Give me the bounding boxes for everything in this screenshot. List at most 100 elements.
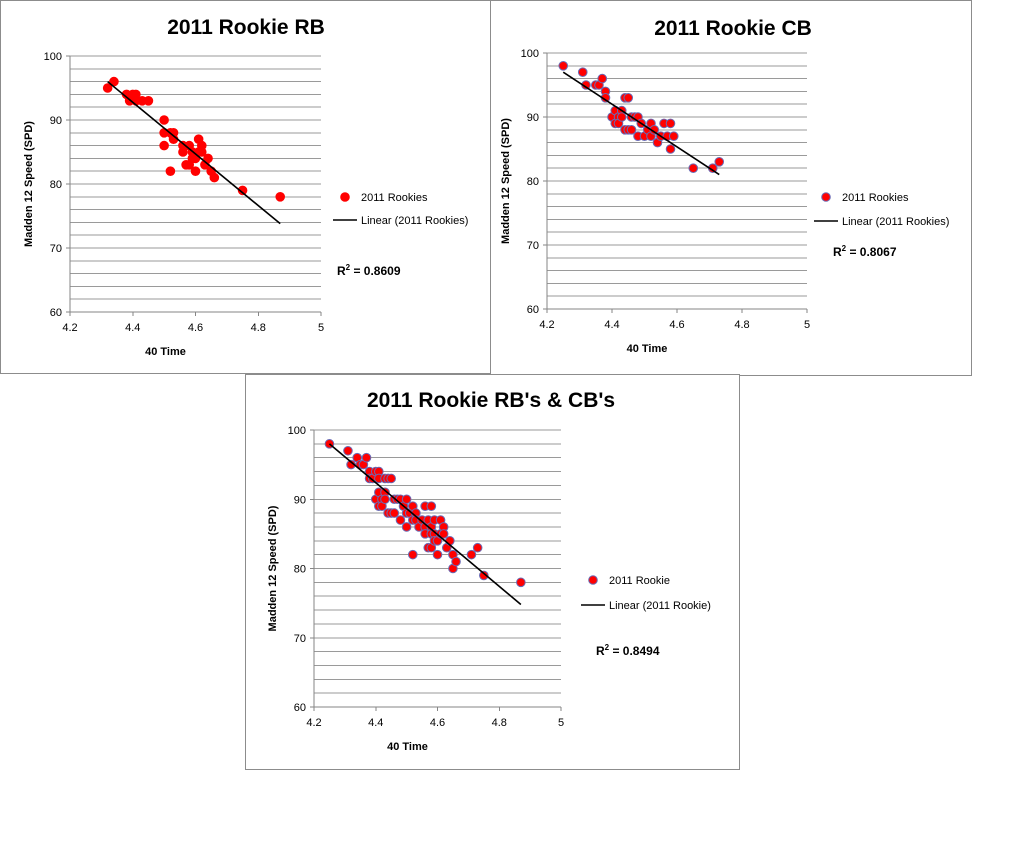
legend-label-points: 2011 Rookie xyxy=(609,575,670,587)
chart-cb: 2011 Rookie CB 60 70 80 90 100 4.2 4.4 4.6 4.8 5 40… xyxy=(500,17,949,355)
y-tick-label: 90 xyxy=(50,115,62,127)
data-point xyxy=(401,522,412,532)
data-point xyxy=(714,157,725,167)
data-point xyxy=(389,508,400,518)
y-tick-label: 70 xyxy=(50,243,62,255)
x-axis-label: 40 Time xyxy=(145,346,186,358)
data-point xyxy=(102,83,113,93)
data-point xyxy=(438,529,449,539)
chart-panel-cb: 2011 Rookie CB 60 70 80 90 100 4.2 4.4 4.6 4.8 5 40… xyxy=(490,0,972,376)
data-point xyxy=(203,153,213,164)
legend-label-points: 2011 Rookies xyxy=(361,192,428,204)
y-tick-label: 60 xyxy=(294,702,306,714)
data-point xyxy=(665,118,676,129)
legend-label-points: 2011 Rookies xyxy=(842,192,909,204)
y-tick-label: 60 xyxy=(527,304,539,316)
chart-title: 2011 Rookie RB's & CB's xyxy=(367,389,615,412)
y-tick-label: 70 xyxy=(294,633,306,645)
data-point xyxy=(688,163,699,173)
y-axis-label: Madden 12 Speed (SPD) xyxy=(267,505,279,631)
chart-title: 2011 Rookie RB xyxy=(167,16,325,39)
gridlines xyxy=(314,429,561,694)
data-point xyxy=(558,61,569,71)
r-squared-label: R2 = 0.8067 xyxy=(833,244,897,259)
x-tick-label: 4.2 xyxy=(539,319,554,331)
data-point xyxy=(395,515,406,525)
y-tick-label: 100 xyxy=(44,51,62,63)
data-point xyxy=(616,112,627,122)
data-point xyxy=(196,147,207,157)
data-point xyxy=(178,147,188,157)
legend-marker xyxy=(588,575,598,585)
data-point xyxy=(445,536,455,546)
data-point xyxy=(479,570,489,581)
chart-title: 2011 Rookie CB xyxy=(654,17,812,40)
chart-combined: 2011 Rookie RB's & CB's 60 70 80 90 100 4.2 4.4… xyxy=(267,389,711,753)
y-tick-label: 60 xyxy=(50,307,62,319)
data-point xyxy=(516,577,526,588)
data-point xyxy=(190,166,201,176)
x-axis-label: 40 Time xyxy=(387,741,428,753)
y-tick-label: 70 xyxy=(527,240,539,252)
data-point xyxy=(426,501,437,511)
data-point xyxy=(159,115,169,125)
data-point xyxy=(577,67,588,77)
data-point xyxy=(432,549,443,560)
x-tick-label: 4.6 xyxy=(430,717,445,729)
legend-marker xyxy=(340,192,350,202)
data-point xyxy=(165,166,176,176)
x-tick-label: 4.6 xyxy=(669,319,684,331)
x-tick-label: 5 xyxy=(318,322,324,334)
data-point xyxy=(343,445,353,456)
gridlines xyxy=(70,55,321,300)
x-tick-label: 4.8 xyxy=(734,319,749,331)
data-point xyxy=(668,131,679,141)
y-tick-label: 90 xyxy=(527,112,539,124)
data-point xyxy=(408,549,418,560)
y-tick-label: 80 xyxy=(527,176,539,188)
legend-label-line: Linear (2011 Rookies) xyxy=(842,216,949,228)
data-point xyxy=(209,172,220,183)
data-point xyxy=(361,452,372,463)
data-points xyxy=(102,76,286,202)
x-tick-label: 4.2 xyxy=(306,717,321,729)
x-tick-label: 4.2 xyxy=(62,322,77,334)
x-axis-label: 40 Time xyxy=(627,343,668,355)
data-point xyxy=(237,185,248,196)
r-squared-label: R2 = 0.8494 xyxy=(596,643,660,658)
data-point xyxy=(159,140,169,151)
x-tick-label: 5 xyxy=(804,319,810,331)
data-point xyxy=(275,192,286,202)
data-point xyxy=(401,494,412,505)
chart-rb: 2011 Rookie RB 60 70 80 90 100 4.2 4.4 4.6 4.8 5 40… xyxy=(23,16,468,358)
y-axis-label: Madden 12 Speed (SPD) xyxy=(500,118,512,244)
y-tick-label: 100 xyxy=(521,48,539,60)
data-point xyxy=(626,125,637,135)
trendline xyxy=(328,443,522,606)
data-point xyxy=(623,93,634,103)
x-tick-label: 5 xyxy=(558,717,564,729)
data-point xyxy=(143,96,154,106)
y-tick-label: 100 xyxy=(288,425,306,437)
trendline xyxy=(562,71,720,176)
trendline xyxy=(107,80,281,225)
data-point xyxy=(665,144,676,154)
data-point xyxy=(380,494,390,505)
legend-label-line: Linear (2011 Rookies) xyxy=(361,215,468,227)
data-point xyxy=(451,556,461,567)
data-point xyxy=(386,473,396,484)
legend-label-line: Linear (2011 Rookie) xyxy=(609,600,711,612)
gridlines xyxy=(547,52,807,297)
x-tick-label: 4.4 xyxy=(368,717,383,729)
data-point xyxy=(472,542,483,553)
data-point xyxy=(597,73,608,84)
y-tick-label: 90 xyxy=(294,494,306,506)
data-points xyxy=(558,61,725,173)
y-tick-label: 80 xyxy=(294,564,306,576)
legend-marker xyxy=(821,192,831,202)
r-squared-label: R2 = 0.8609 xyxy=(337,263,401,278)
chart-panel-combined: 2011 Rookie RB's & CB's 60 70 80 90 100 4.2 4.4… xyxy=(245,374,740,770)
x-tick-label: 4.6 xyxy=(188,322,203,334)
x-tick-label: 4.8 xyxy=(492,717,507,729)
chart-panel-rb: 2011 Rookie RB 60 70 80 90 100 4.2 4.4 4.6 4.8 5 40… xyxy=(0,0,491,374)
